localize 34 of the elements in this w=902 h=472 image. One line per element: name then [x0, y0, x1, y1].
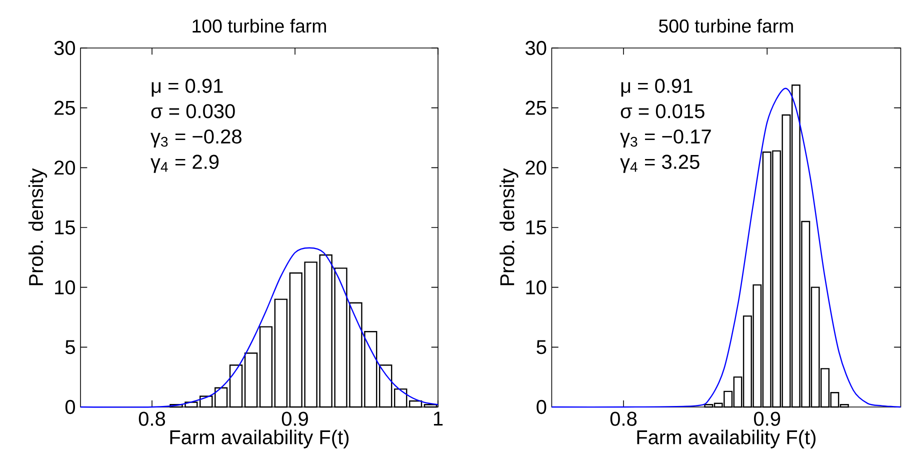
- y-tick-label: 25: [54, 100, 75, 115]
- line-series: [80, 247, 439, 408]
- x-tick-label: 0.8: [138, 412, 166, 426]
- y-axis-title: Prob. density: [28, 168, 48, 286]
- annotation: σ = 0.030: [151, 104, 235, 118]
- annotation: μ = 0.91: [152, 78, 223, 97]
- y-tick-label: 20: [526, 160, 546, 175]
- chart-title: 100 turbine farm: [192, 18, 326, 33]
- chart-title: 500 turbine farm: [659, 18, 793, 33]
- y-tick-label: 10: [526, 280, 546, 294]
- annotation: γ$_{4}$ = 3.25: [620, 154, 700, 173]
- y-tick-label: 10: [55, 280, 75, 294]
- annotation: γ$_{4}$ = 2.9: [150, 154, 219, 173]
- y-tick-label: 20: [54, 160, 75, 175]
- x-tick-label: 0.9: [754, 412, 780, 426]
- x-axis-title: Farm availability F(t): [170, 430, 349, 448]
- y-tick-label: 0: [536, 400, 546, 414]
- y-tick-label: 15: [55, 220, 75, 234]
- x-axis-title: Farm availability F(t): [637, 430, 816, 448]
- annotation: σ = 0.015: [620, 104, 704, 118]
- y-tick-label: 0: [65, 400, 75, 414]
- y-tick-label: 30: [526, 40, 546, 56]
- y-tick-label: 5: [536, 340, 546, 354]
- y-tick-label: 5: [65, 340, 75, 354]
- y-tick-label: 30: [54, 40, 75, 56]
- y-axis-title: Prob. density: [500, 168, 518, 286]
- y-tick-label: 15: [526, 220, 546, 234]
- annotation: γ$_{3}$ = −0.17: [620, 129, 711, 148]
- annotation: γ$_{3}$ = −0.28: [150, 129, 242, 148]
- x-tick-label: 1: [434, 412, 443, 426]
- x-tick-label: 0.9: [282, 412, 308, 426]
- x-tick-label: 0.8: [610, 412, 637, 426]
- y-tick-label: 25: [526, 100, 546, 115]
- annotation: μ = 0.91: [621, 78, 692, 97]
